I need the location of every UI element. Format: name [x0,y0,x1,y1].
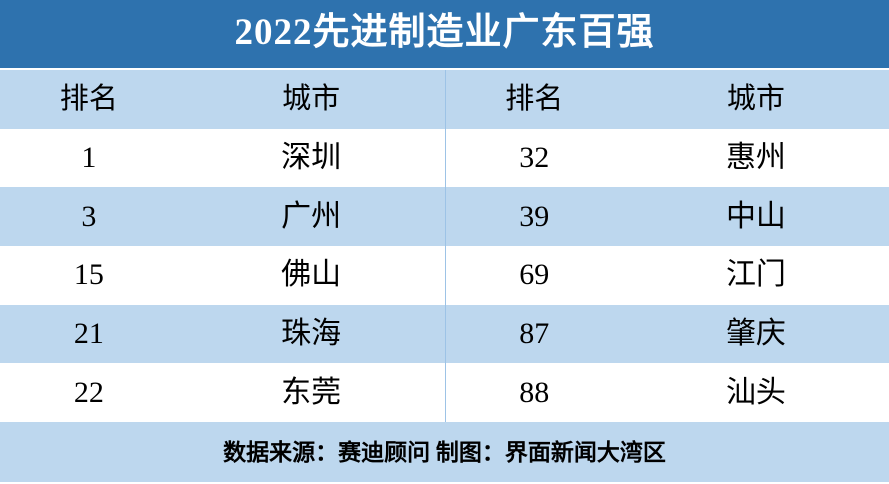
rank-cell: 21 [73,316,104,350]
column-header-city: 城市 [282,82,341,115]
city-cell: 东莞 [281,375,342,409]
city-cell: 肇庆 [725,316,786,350]
city-cell: 中山 [725,199,786,233]
rank-cell: 39 [519,199,550,233]
rank-cell: 88 [519,375,550,409]
table-row: 15 佛山 [0,246,445,305]
table-row: 21 珠海 [0,304,445,364]
rank-cell: 3 [81,199,97,233]
table-row: 32 惠州 [445,128,889,188]
source-note-bar: 数据来源：赛迪顾问 制图：界面新闻大湾区 [0,422,889,482]
source-note: 数据来源：赛迪顾问 制图：界面新闻大湾区 [223,439,666,465]
table-row: 69 江门 [445,246,889,305]
rank-cell: 1 [81,140,97,174]
city-cell: 珠海 [281,316,342,350]
table-row: 1 深圳 [0,128,445,188]
city-cell: 广州 [281,199,342,233]
table-right-half: 排名 城市 32 惠州 39 中山 69 江门 87 肇庆 88 汕头 [444,70,889,422]
ranking-table: 排名 城市 1 深圳 3 广州 15 佛山 21 珠海 22 东莞 [0,70,889,422]
column-header-city: 城市 [726,82,785,115]
table-left-half: 排名 城市 1 深圳 3 广州 15 佛山 21 珠海 22 东莞 [0,70,445,422]
table-row: 39 中山 [445,187,889,246]
table-row: 88 汕头 [445,363,889,422]
table-row: 22 东莞 [0,363,445,422]
city-cell: 惠州 [725,140,786,174]
rank-cell: 69 [519,258,550,292]
table-row: 3 广州 [0,187,445,246]
city-cell: 汕头 [725,375,786,409]
table-header-row: 排名 城市 [0,70,445,129]
table-header-row: 排名 城市 [445,70,889,129]
page-title: 2022先进制造业广东百强 [234,11,655,53]
column-header-rank: 排名 [505,82,564,115]
title-bar: 2022先进制造业广东百强 [0,0,889,70]
rank-cell: 15 [73,258,104,292]
city-cell: 佛山 [281,258,342,292]
rank-cell: 22 [73,375,104,409]
table-row: 87 肇庆 [445,304,889,364]
rank-cell: 32 [519,140,550,174]
column-header-rank: 排名 [59,82,118,115]
rank-cell: 87 [519,316,550,350]
city-cell: 江门 [725,258,786,292]
city-cell: 深圳 [281,140,342,174]
